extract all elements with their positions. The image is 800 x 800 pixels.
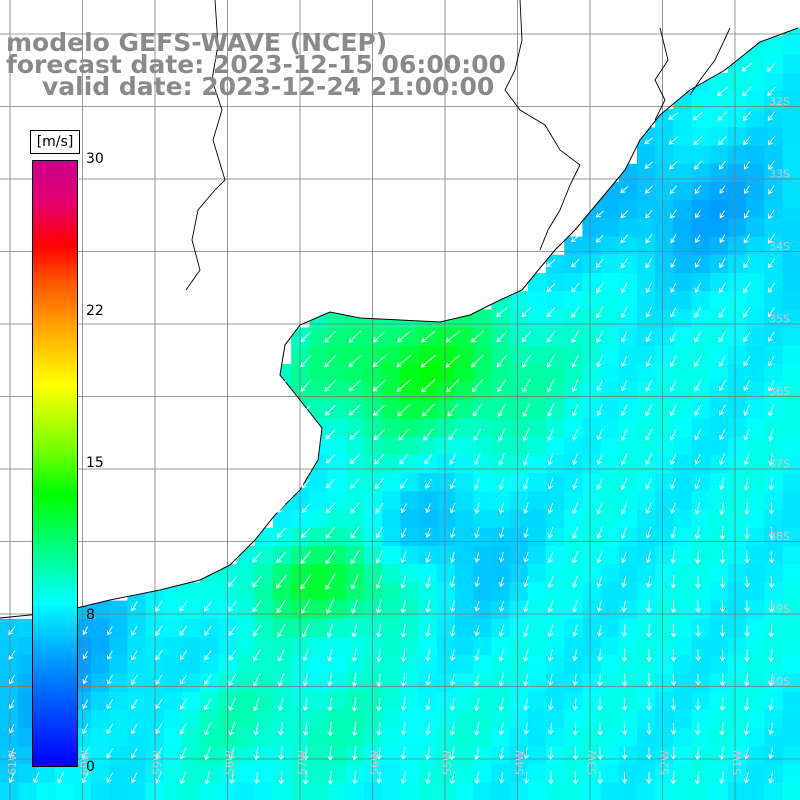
lon-label-61w: 61W (6, 750, 19, 775)
lat-label-34s: 34S (769, 240, 790, 253)
lon-label-54w: 54W (514, 750, 527, 775)
lat-label-38s: 38S (769, 530, 790, 543)
lon-label-53w: 53W (586, 750, 599, 775)
lon-label-55w: 55W (441, 750, 454, 775)
land-mask (0, 0, 800, 618)
lon-label-58w: 58W (224, 750, 237, 775)
wind-arrows (8, 62, 777, 785)
lon-label-57w: 57W (296, 750, 309, 775)
colorbar-units: [m/s] (30, 130, 80, 154)
colorbar-tick-30: 30 (86, 151, 104, 167)
longitude-labels: 61W 60W 59W 58W 57W 56W 55W 54W 53W 52W 51W (6, 750, 744, 775)
model-title: modelo GEFS-WAVE (NCEP) (6, 28, 388, 57)
lat-label-37s: 37S (769, 458, 790, 471)
lat-label-33s: 33S (769, 168, 790, 181)
colorbar-tick-8: 8 (86, 607, 95, 623)
lat-label-35s: 35S (769, 313, 790, 326)
lat-label-40s: 40S (769, 675, 790, 688)
colorbar (32, 160, 78, 767)
latitude-labels: 32S 33S 34S 35S 36S 37S 38S 39S 40S (769, 95, 790, 688)
lon-label-52w: 52W (659, 750, 672, 775)
lat-label-39s: 39S (769, 603, 790, 616)
colorbar-tick-15: 15 (86, 455, 104, 471)
lon-label-60w: 60W (79, 750, 92, 775)
lat-label-32s: 32S (769, 95, 790, 108)
forecast-date: forecast date: 2023-12-15 06:00:00 (6, 50, 506, 79)
colorbar-tick-22: 22 (86, 303, 104, 319)
lon-label-59w: 59W (151, 750, 164, 775)
valid-date: valid date: 2023-12-24 21:00:00 (42, 72, 495, 101)
lat-label-36s: 36S (769, 385, 790, 398)
colorbar-tick-0: 0 (86, 759, 95, 775)
lon-label-56w: 56W (369, 750, 382, 775)
lon-label-51w: 51W (731, 750, 744, 775)
coastline (0, 0, 799, 619)
